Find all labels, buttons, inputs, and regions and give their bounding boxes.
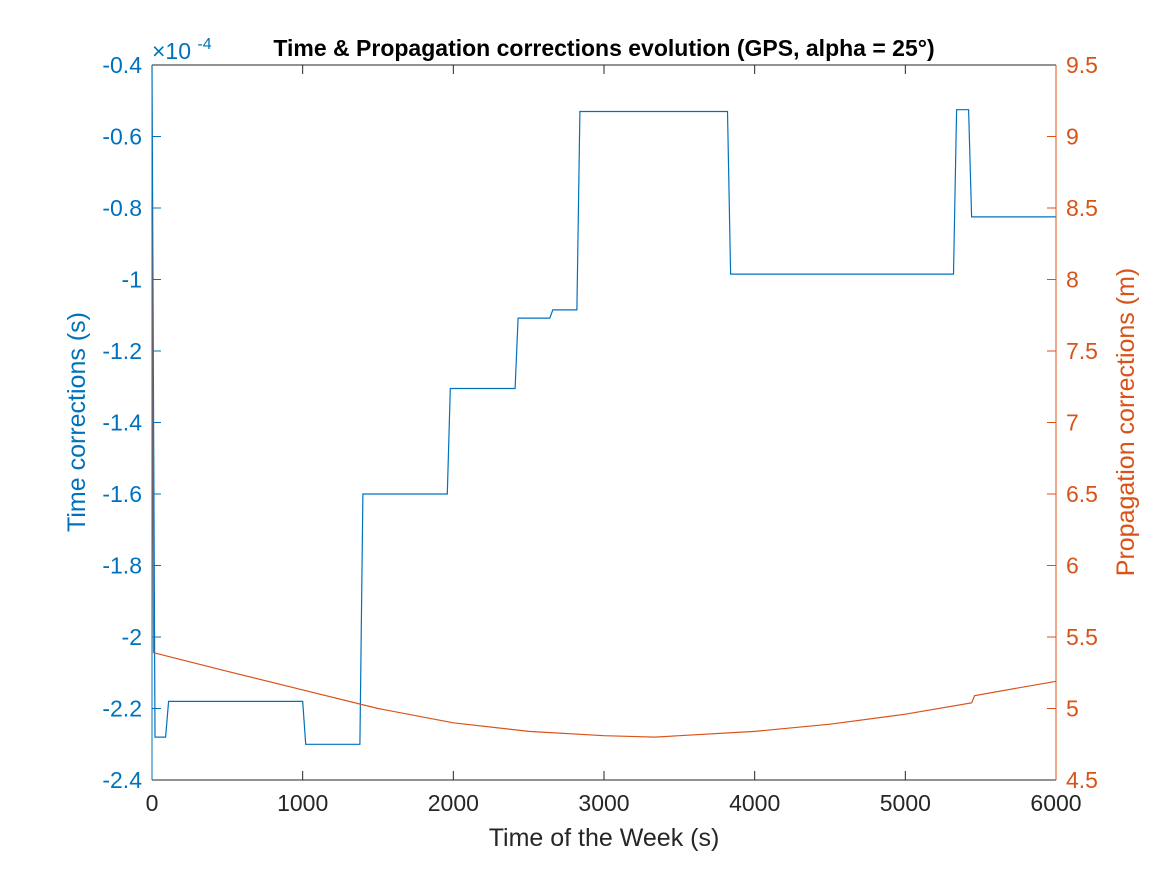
x-axis-ticks: 0 1000 2000 3000 4000 5000 6000	[146, 65, 1082, 816]
right-tick-label: 9.5	[1066, 52, 1098, 78]
left-tick-label: -1.2	[102, 338, 142, 364]
left-tick-label: -1.6	[102, 481, 142, 507]
right-tick-label: 5	[1066, 696, 1079, 722]
x-tick-label: 5000	[880, 790, 931, 816]
right-tick-label: 6.5	[1066, 481, 1098, 507]
right-tick-label: 8	[1066, 267, 1079, 293]
left-tick-label: -2	[122, 624, 142, 650]
right-tick-label: 7	[1066, 410, 1079, 436]
left-tick-label: -1.8	[102, 553, 142, 579]
series-layer	[151, 64, 1057, 745]
right-tick-label: 8.5	[1066, 195, 1098, 221]
x-tick-label: 4000	[729, 790, 780, 816]
left-axis-ticks: -2.4 -2.2 -2 -1.8 -1.6 -1.4 -1.2 -1 -0.8 -0.6 -0.4	[102, 52, 161, 793]
x-tick-label: 3000	[578, 790, 629, 816]
left-tick-label: -2.2	[102, 696, 142, 722]
time-corrections-line	[151, 64, 1056, 745]
left-tick-label: -2.4	[102, 767, 142, 793]
x-tick-label: 2000	[428, 790, 479, 816]
right-tick-label: 4.5	[1066, 767, 1098, 793]
right-tick-label: 6	[1066, 553, 1079, 579]
x-tick-label: 0	[146, 790, 159, 816]
left-axis-multiplier-base: ×10	[152, 38, 191, 64]
left-tick-label: -0.6	[102, 124, 142, 150]
right-tick-label: 7.5	[1066, 338, 1098, 364]
left-tick-label: -0.4	[102, 52, 142, 78]
propagation-corrections-line	[151, 200, 1057, 738]
left-tick-label: -1	[122, 267, 142, 293]
left-axis-label: Time corrections (s)	[63, 312, 91, 532]
left-axis-multiplier-exponent: -4	[197, 36, 211, 53]
plot-area	[152, 65, 1056, 780]
left-tick-label: -1.4	[102, 410, 142, 436]
left-tick-label: -0.8	[102, 195, 142, 221]
right-tick-label: 9	[1066, 124, 1079, 150]
chart-title: Time & Propagation corrections evolution…	[273, 35, 934, 61]
right-tick-label: 5.5	[1066, 624, 1098, 650]
x-tick-label: 1000	[277, 790, 328, 816]
x-axis-label: Time of the Week (s)	[489, 824, 720, 852]
x-tick-label: 6000	[1030, 790, 1081, 816]
right-axis-label: Propagation corrections (m)	[1112, 268, 1140, 576]
left-axis-multiplier: ×10 -4	[152, 36, 212, 64]
right-axis-ticks: 4.5 5 5.5 6 6.5 7 7.5 8 8.5 9 9.5	[1047, 52, 1098, 793]
